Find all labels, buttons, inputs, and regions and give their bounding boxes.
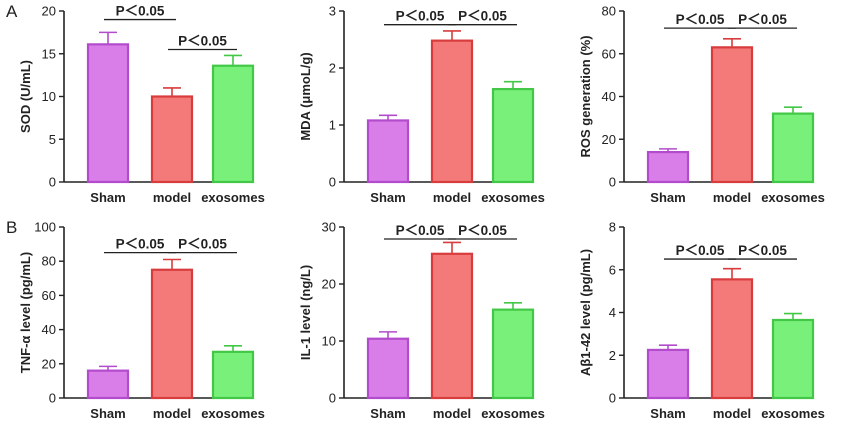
y-tick-label: 20	[42, 4, 56, 19]
bar-sham	[646, 348, 690, 400]
category-label: exosomes	[201, 190, 265, 205]
category-label: model	[713, 406, 751, 421]
category-label: model	[433, 406, 471, 421]
y-tick-label: 80	[602, 4, 616, 19]
y-tick-label: 40	[42, 322, 56, 337]
category-label: exosomes	[761, 406, 825, 421]
y-tick-label: 2	[609, 348, 616, 363]
significance-label: P＜0.05	[116, 4, 165, 19]
bar-exosomes	[491, 87, 535, 184]
bar-exosomes	[211, 350, 255, 400]
category-label: Sham	[650, 190, 685, 205]
chart-1: 0 5 10 15 20 SOD (U/mL) Sham model exosomes P＜0.0…	[18, 4, 265, 206]
y-tick-label: 10	[322, 334, 336, 349]
bar-exosomes	[491, 308, 535, 400]
significance-label: P＜0.05	[458, 223, 507, 238]
bar-exosomes	[211, 64, 255, 184]
y-tick-label: 4	[609, 305, 616, 320]
chart-5: 0 10 20 30 IL-1 level (ng/L) Sham model exosome…	[298, 220, 545, 422]
y-axis-title: SOD (U/mL)	[18, 60, 33, 133]
y-tick-label: 0	[609, 391, 616, 406]
bar-model	[710, 278, 754, 400]
y-tick-label: 15	[42, 46, 56, 61]
bar-exosomes	[771, 318, 815, 400]
significance-label: P＜0.05	[178, 237, 227, 252]
category-label: exosomes	[201, 406, 265, 421]
category-label: model	[433, 190, 471, 205]
y-tick-label: 20	[322, 277, 336, 292]
y-tick-label: 0	[49, 175, 56, 190]
bar-model	[150, 95, 194, 184]
significance-label: P＜0.05	[396, 223, 445, 238]
y-tick-label: 60	[602, 46, 616, 61]
y-tick-label: 0	[609, 175, 616, 190]
bar-sham	[366, 119, 410, 184]
y-tick-label: 5	[49, 132, 56, 147]
category-label: Sham	[650, 406, 685, 421]
bar-model	[710, 46, 754, 184]
significance-label: P＜0.05	[458, 9, 507, 24]
significance-label: P＜0.05	[396, 9, 445, 24]
y-tick-label: 20	[42, 356, 56, 371]
chart-4: 0 20 40 60 80 100 TNF-α level (pg/mL) Sham model…	[18, 220, 265, 422]
significance-label: P＜0.05	[676, 243, 725, 258]
panel-label-b: B	[6, 218, 18, 237]
y-tick-label: 40	[602, 89, 616, 104]
bar-sham	[646, 150, 690, 184]
y-axis-title: TNF-α level (pg/mL)	[18, 252, 33, 373]
category-label: model	[153, 406, 191, 421]
category-label: Sham	[90, 406, 125, 421]
y-tick-label: 6	[609, 262, 616, 277]
y-tick-label: 3	[329, 4, 336, 19]
category-label: model	[713, 190, 751, 205]
bar-sham	[366, 337, 410, 400]
category-label: Sham	[370, 406, 405, 421]
significance-label: P＜0.05	[116, 237, 165, 252]
category-label: exosomes	[481, 190, 545, 205]
category-label: exosomes	[481, 406, 545, 421]
chart-3: 0 20 40 60 80 ROS generation (%) Sham model exos…	[578, 4, 825, 206]
bar-model	[150, 268, 194, 400]
y-tick-label: 30	[322, 220, 336, 235]
bar-model	[430, 252, 474, 400]
category-label: exosomes	[761, 190, 825, 205]
significance-label: P＜0.05	[178, 33, 227, 48]
y-tick-label: 8	[609, 220, 616, 235]
chart-6: 0 2 4 6 8 Aβ1-42 level (pg/mL) Sham model exosom…	[578, 220, 825, 422]
y-axis-title: IL-1 level (ng/L)	[298, 265, 313, 360]
y-axis-title: Aβ1-42 level (pg/mL)	[578, 249, 593, 376]
panel-label-a: A	[6, 2, 18, 21]
y-tick-label: 0	[49, 391, 56, 406]
category-label: Sham	[90, 190, 125, 205]
bar-sham	[86, 43, 130, 184]
y-tick-label: 0	[329, 175, 336, 190]
significance-label: P＜0.05	[738, 243, 787, 258]
category-label: Sham	[370, 190, 405, 205]
y-tick-label: 1	[329, 118, 336, 133]
y-tick-label: 60	[42, 288, 56, 303]
y-axis-title: ROS generation (%)	[578, 35, 593, 157]
y-tick-label: 20	[602, 132, 616, 147]
category-label: model	[153, 190, 191, 205]
chart-2: 0 1 2 3 MDA (μmoL/g) Sham model exosomes P＜0.05 P…	[298, 4, 545, 206]
y-tick-label: 100	[34, 220, 56, 235]
y-tick-label: 2	[329, 61, 336, 76]
bar-model	[430, 39, 474, 184]
significance-label: P＜0.05	[676, 12, 725, 27]
bar-sham	[86, 369, 130, 400]
y-tick-label: 10	[42, 89, 56, 104]
bar-exosomes	[771, 112, 815, 184]
y-tick-label: 0	[329, 391, 336, 406]
significance-label: P＜0.05	[738, 12, 787, 27]
y-axis-title: MDA (μmoL/g)	[298, 52, 313, 140]
y-tick-label: 80	[42, 254, 56, 269]
